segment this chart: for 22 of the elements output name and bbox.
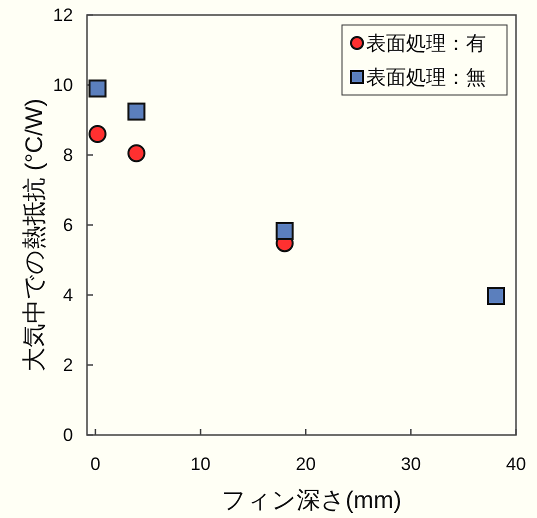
x-tick-label: 20 <box>296 454 316 474</box>
y-tick-label: 4 <box>62 285 73 305</box>
legend-label: 表面処理：無 <box>366 67 486 89</box>
y-tick-label: 0 <box>62 425 73 445</box>
point <box>127 102 146 121</box>
y-axis-title: 大気中での熱抵抗 (°C/W) <box>21 98 48 372</box>
y-tick-label: 10 <box>52 75 73 95</box>
y-tick-label: 12 <box>52 5 73 25</box>
legend-label: 表面処理：有 <box>366 33 486 55</box>
point <box>127 144 146 162</box>
y-tick-label: 2 <box>62 355 73 375</box>
x-tick-label: 40 <box>506 454 526 474</box>
y-tick-label: 8 <box>62 145 73 165</box>
point <box>88 125 107 143</box>
x-tick-label: 0 <box>90 454 100 474</box>
point <box>487 287 506 306</box>
x-tick-label: 10 <box>190 454 211 474</box>
x-axis-title: フィン深さ(mm) <box>222 487 402 514</box>
y-tick-label: 6 <box>62 215 73 235</box>
x-tick-label: 30 <box>400 454 421 474</box>
point <box>88 80 107 98</box>
point <box>276 222 294 240</box>
